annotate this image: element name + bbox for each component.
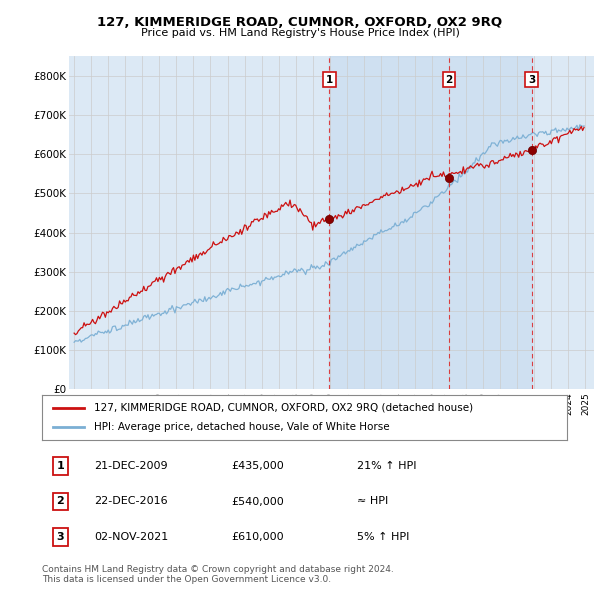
Text: 22-DEC-2016: 22-DEC-2016 [95,497,168,506]
Text: 3: 3 [56,532,64,542]
Text: This data is licensed under the Open Government Licence v3.0.: This data is licensed under the Open Gov… [42,575,331,584]
Text: Price paid vs. HM Land Registry's House Price Index (HPI): Price paid vs. HM Land Registry's House … [140,28,460,38]
Text: 2: 2 [445,74,452,84]
Text: 21% ↑ HPI: 21% ↑ HPI [357,461,416,471]
Text: HPI: Average price, detached house, Vale of White Horse: HPI: Average price, detached house, Vale… [95,422,390,432]
Text: 1: 1 [56,461,64,471]
Text: 127, KIMMERIDGE ROAD, CUMNOR, OXFORD, OX2 9RQ (detached house): 127, KIMMERIDGE ROAD, CUMNOR, OXFORD, OX… [95,403,473,412]
Text: Contains HM Land Registry data © Crown copyright and database right 2024.: Contains HM Land Registry data © Crown c… [42,565,394,575]
Text: 02-NOV-2021: 02-NOV-2021 [95,532,169,542]
Text: £610,000: £610,000 [231,532,284,542]
Text: 21-DEC-2009: 21-DEC-2009 [95,461,168,471]
Text: ≈ HPI: ≈ HPI [357,497,388,506]
Bar [329,56,532,389]
Text: 3: 3 [528,74,535,84]
Text: 127, KIMMERIDGE ROAD, CUMNOR, OXFORD, OX2 9RQ: 127, KIMMERIDGE ROAD, CUMNOR, OXFORD, OX… [97,16,503,29]
Text: 2: 2 [56,497,64,506]
Text: 5% ↑ HPI: 5% ↑ HPI [357,532,409,542]
Text: £435,000: £435,000 [231,461,284,471]
Text: 1: 1 [326,74,333,84]
Text: £540,000: £540,000 [231,497,284,506]
